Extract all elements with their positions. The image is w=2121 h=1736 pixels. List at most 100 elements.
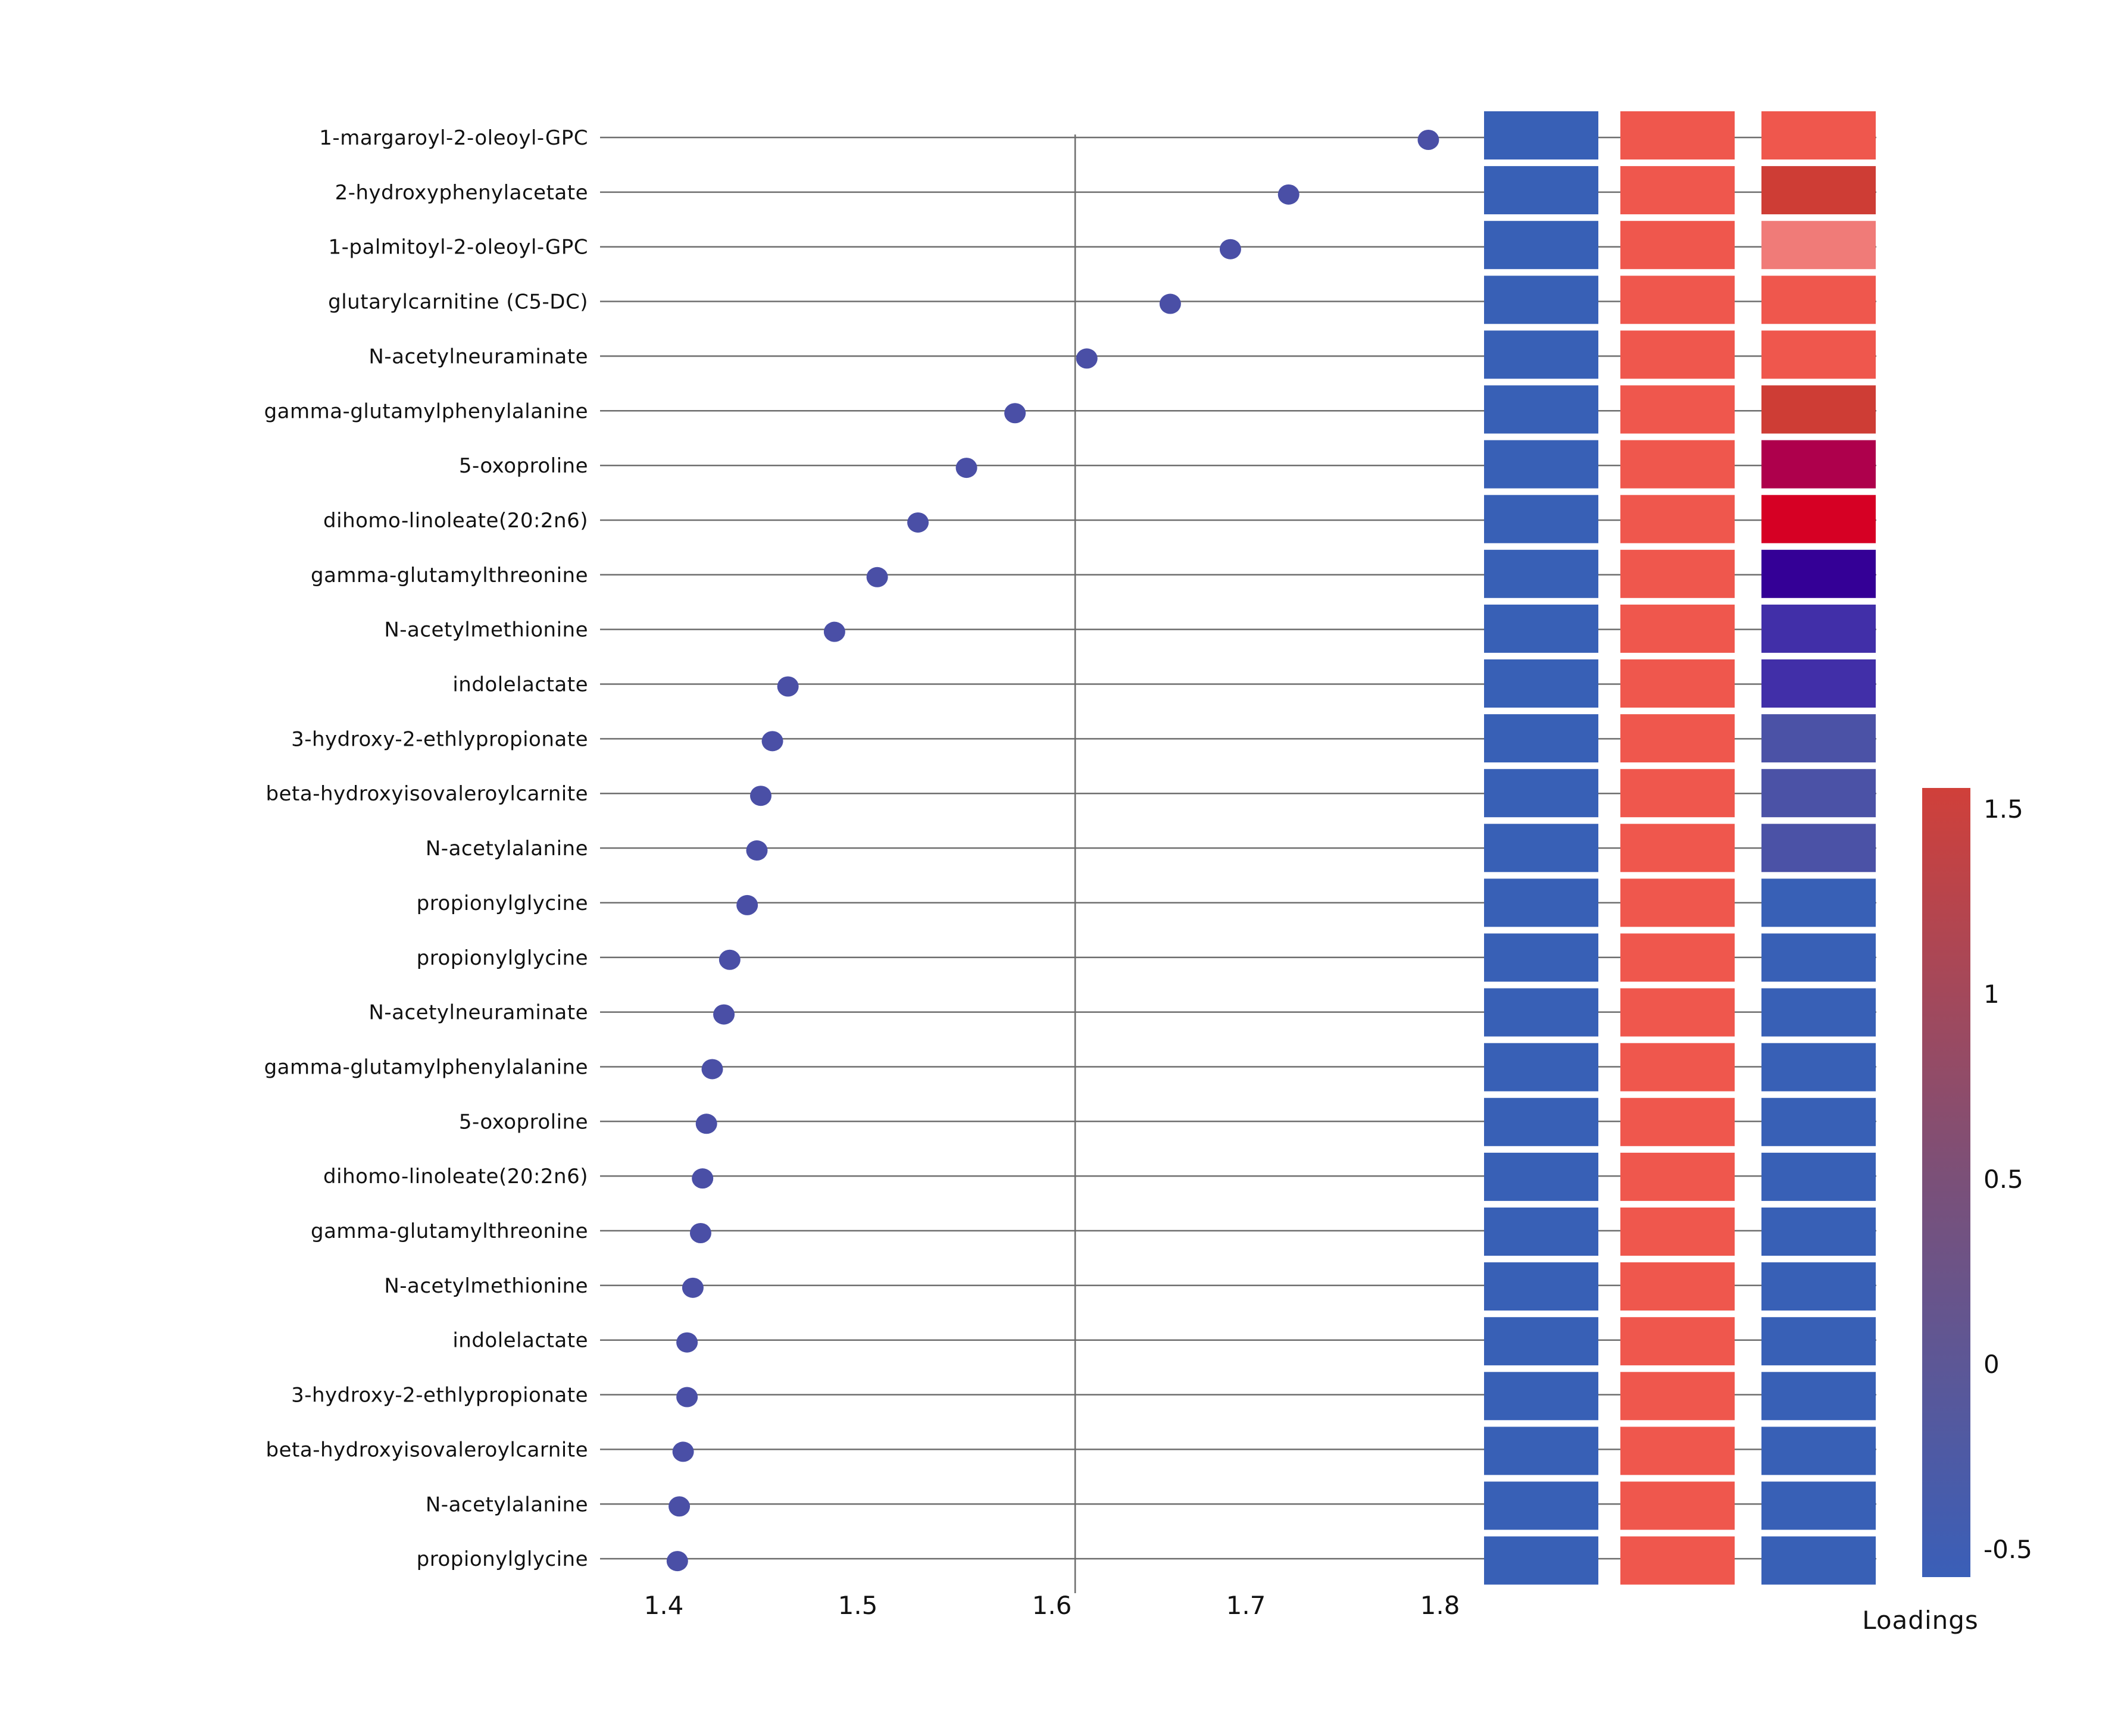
heatmap-cell	[1620, 1427, 1735, 1475]
data-point	[1417, 130, 1439, 150]
heatmap-cell	[1484, 1372, 1598, 1421]
heatmap-cell	[1761, 1097, 1876, 1146]
row-label: gamma-glutamylphenylalanine	[264, 399, 588, 423]
data-point	[761, 731, 783, 752]
heatmap-cell	[1620, 440, 1735, 489]
row-label: N-acetylneuraminate	[368, 1001, 588, 1025]
heatmap-cell	[1484, 166, 1598, 215]
x-tick-label: 1.8	[1420, 1591, 1460, 1620]
data-point	[750, 786, 771, 806]
row-label: N-acetylmethionine	[384, 618, 588, 642]
heatmap-cell	[1620, 111, 1735, 159]
data-point	[866, 567, 888, 587]
row-label: propionylglycine	[417, 892, 588, 915]
data-point	[682, 1277, 704, 1298]
heatmap-cell	[1620, 1481, 1735, 1530]
row-label: 5-oxoproline	[459, 1110, 588, 1134]
heatmap-cell	[1620, 1097, 1735, 1146]
heatmap-cell	[1761, 111, 1876, 159]
colorbar-legend: 1.5 1 0.5 0 -0.5 Loadings	[1862, 788, 2032, 1635]
heatmap-cell	[1484, 1208, 1598, 1256]
heatmap-cell	[1484, 988, 1598, 1037]
heatmap-cell	[1620, 714, 1735, 763]
row-label: indolelactate	[452, 673, 588, 697]
row-label: 1-palmitoyl-2-oleoyl-GPC	[329, 236, 588, 259]
heatmap-cell	[1620, 933, 1735, 982]
heatmap-cell	[1620, 824, 1735, 872]
row-label: dihomo-linoleate(20:2n6)	[323, 1165, 588, 1188]
data-point	[692, 1168, 714, 1189]
heatmap-cell	[1620, 221, 1735, 270]
heatmap-cell	[1761, 1208, 1876, 1256]
row-label: glutarylcarnitine (C5-DC)	[328, 290, 588, 314]
heatmap-cell	[1484, 111, 1598, 159]
heatmap-cell	[1761, 714, 1876, 763]
heatmap-cell	[1620, 330, 1735, 379]
heatmap-cell	[1761, 1262, 1876, 1311]
row-label: N-acetylneuraminate	[368, 345, 588, 368]
heatmap-cell	[1761, 1043, 1876, 1091]
heatmap-cell	[1620, 1152, 1735, 1201]
heatmap-cell	[1761, 1427, 1876, 1475]
row-label: N-acetylmethionine	[384, 1274, 588, 1298]
heatmap-cell	[1484, 221, 1598, 270]
colorbar-tick-label: 1	[1983, 980, 2000, 1009]
heatmap-cell	[1761, 933, 1876, 982]
heatmap-cell	[1620, 1317, 1735, 1366]
row-label: 3-hydroxy-2-ethlypropionate	[291, 727, 588, 751]
x-tick-label: 1.4	[644, 1591, 684, 1620]
colorbar-tick-label: 0.5	[1983, 1165, 2023, 1194]
heatmap-cell	[1620, 1536, 1735, 1585]
data-point	[907, 512, 929, 533]
heatmap-cell	[1761, 659, 1876, 708]
x-tick-label: 1.5	[838, 1591, 878, 1620]
heatmap-cell	[1484, 1152, 1598, 1201]
data-point	[1076, 348, 1098, 369]
row-label: gamma-glutamylthreonine	[311, 1219, 588, 1243]
heatmap-cell	[1620, 166, 1735, 215]
heatmap-cell	[1484, 1262, 1598, 1311]
data-point	[689, 1223, 711, 1243]
row-labels: 1-margaroyl-2-oleoyl-GPC 2-hydroxyphenyla…	[264, 126, 588, 1571]
data-point	[1159, 293, 1181, 314]
x-tick-label: 1.6	[1032, 1591, 1072, 1620]
data-point	[823, 621, 845, 642]
heatmap-cell	[1620, 1208, 1735, 1256]
heatmap-cell	[1620, 495, 1735, 543]
data-point	[1219, 239, 1241, 259]
row-label: indolelactate	[452, 1329, 588, 1353]
heatmap-cell	[1761, 769, 1876, 818]
heatmap-cell	[1761, 1536, 1876, 1585]
heatmap-cell	[1761, 1317, 1876, 1366]
heatmap-cell	[1761, 549, 1876, 598]
heatmap-cell	[1620, 1043, 1735, 1091]
colorbar-title: Loadings	[1862, 1606, 1979, 1635]
heatmap-cell	[1484, 276, 1598, 324]
data-point	[666, 1551, 688, 1572]
colorbar-ticks: 1.5 1 0.5 0 -0.5	[1983, 795, 2032, 1564]
heatmap-cell	[1761, 166, 1876, 215]
heatmap-cell	[1484, 1427, 1598, 1475]
row-label: beta-hydroxyisovaleroylcarnite	[266, 1438, 588, 1462]
heatmap-cell	[1484, 330, 1598, 379]
heatmap-cell	[1620, 549, 1735, 598]
data-point	[736, 894, 758, 915]
data-point	[669, 1496, 691, 1517]
data-point	[1004, 403, 1026, 424]
row-label: beta-hydroxyisovaleroylcarnite	[266, 782, 588, 806]
data-point	[1277, 184, 1300, 205]
heatmap-cell	[1761, 878, 1876, 927]
colorbar-gradient	[1922, 788, 1970, 1577]
heatmap-cell	[1761, 330, 1876, 379]
heatmap-cell	[1620, 385, 1735, 434]
row-label: gamma-glutamylthreonine	[311, 564, 588, 587]
data-point	[777, 676, 799, 697]
heatmap-cell	[1620, 878, 1735, 927]
heatmap-cell	[1761, 1481, 1876, 1530]
heatmap-cell	[1484, 824, 1598, 872]
heatmap-cell	[1484, 714, 1598, 763]
heatmap-cell	[1620, 988, 1735, 1037]
heatmap-cell	[1484, 1536, 1598, 1585]
heatmap-cell	[1761, 824, 1876, 872]
